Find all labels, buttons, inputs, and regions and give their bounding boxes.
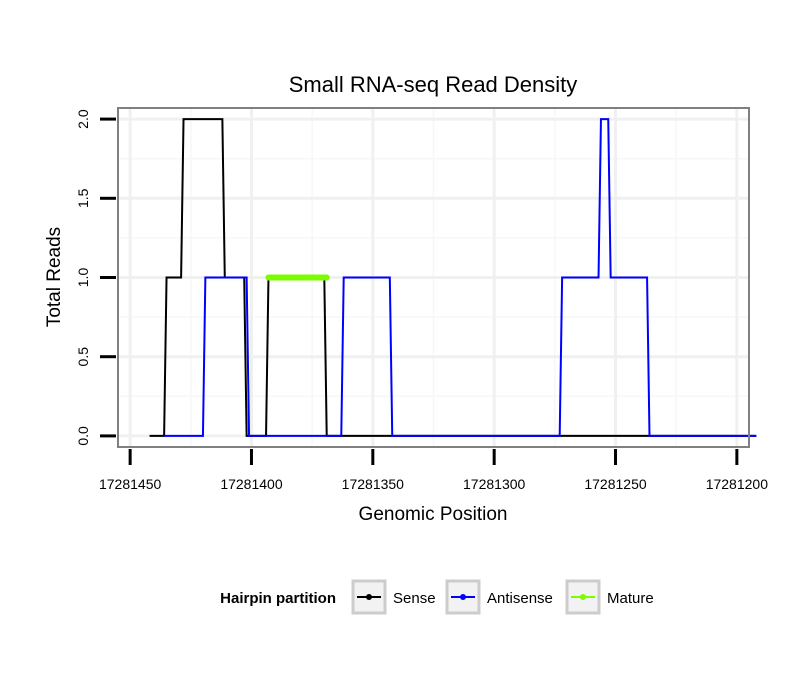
legend-key-dot <box>366 594 372 600</box>
legend-label: Antisense <box>487 590 553 607</box>
legend: Hairpin partition Sense Antisense Mature <box>220 579 654 615</box>
y-axis: 0.0 0.5 1.0 1.5 2.0 <box>75 109 116 446</box>
y-tick-label: 0.0 <box>75 426 91 446</box>
x-tick-label: 17281350 <box>342 476 405 492</box>
legend-key-dot <box>460 594 466 600</box>
series-layer <box>149 118 757 437</box>
legend-label: Sense <box>393 590 436 607</box>
x-tick-label: 17281450 <box>99 476 162 492</box>
x-tick-label: 17281250 <box>584 476 647 492</box>
y-tick-label: 2.0 <box>75 109 91 129</box>
plot-panel-border <box>117 107 750 448</box>
y-tick-label: 0.5 <box>75 347 91 367</box>
y-tick-label: 1.5 <box>75 188 91 208</box>
chart-title: Small RNA-seq Read Density <box>289 72 578 97</box>
legend-key-dot <box>580 594 586 600</box>
x-axis: 17281450 17281400 17281350 17281300 17281250… <box>99 449 768 492</box>
series-line-antisense <box>164 118 757 437</box>
y-tick-label: 1.0 <box>75 268 91 288</box>
x-tick-label: 17281300 <box>463 476 526 492</box>
x-axis-title: Genomic Position <box>359 504 508 525</box>
x-tick-label: 17281400 <box>220 476 283 492</box>
y-axis-title: Total Reads <box>44 227 65 327</box>
legend-label: Mature <box>607 590 654 607</box>
legend-title: Hairpin partition <box>220 590 336 607</box>
x-tick-label: 17281200 <box>706 476 769 492</box>
